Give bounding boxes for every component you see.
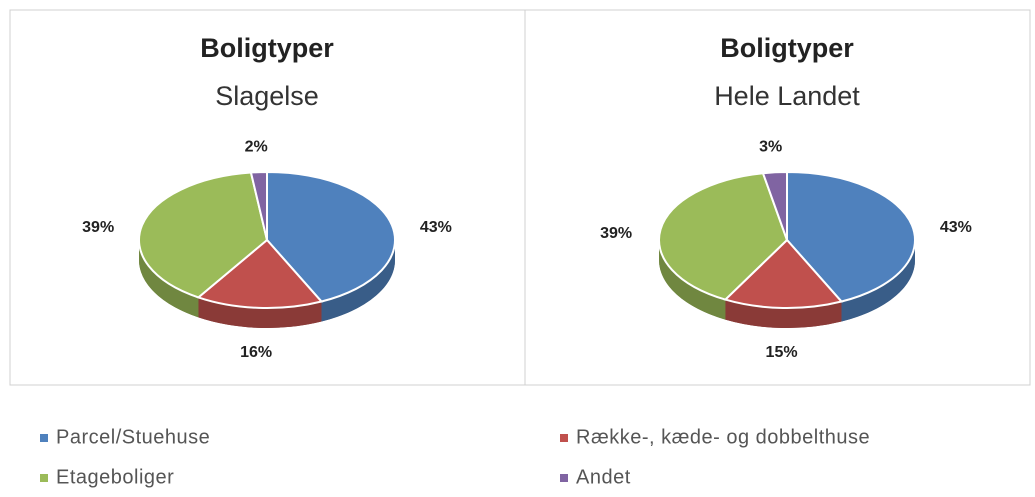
slice bbox=[196, 238, 324, 309]
slice bbox=[249, 170, 268, 241]
legend-swatch bbox=[40, 434, 48, 442]
legend-label: Etageboliger bbox=[56, 466, 174, 488]
frame bbox=[9, 9, 1031, 386]
data-label: 2% bbox=[245, 138, 268, 155]
legend-label: Andet bbox=[576, 466, 631, 488]
data-label: 43% bbox=[940, 219, 972, 236]
legend-label: Parcel/Stuehuse bbox=[56, 426, 210, 448]
chart-title: Boligtyper bbox=[720, 33, 854, 63]
slice bbox=[138, 171, 269, 299]
slice bbox=[266, 170, 396, 303]
slice-side bbox=[321, 240, 395, 322]
data-label: 15% bbox=[766, 344, 798, 361]
chart-subtitle: Hele Landet bbox=[714, 81, 860, 111]
chart-title: Boligtyper bbox=[200, 33, 334, 63]
data-label: 43% bbox=[420, 219, 452, 236]
slice-side bbox=[659, 240, 726, 320]
legend-swatch bbox=[560, 434, 568, 442]
slice bbox=[658, 172, 789, 301]
slice bbox=[786, 170, 916, 303]
slice-side bbox=[139, 240, 199, 318]
slice bbox=[723, 238, 844, 309]
legend-swatch bbox=[560, 474, 568, 482]
data-label: 16% bbox=[240, 344, 272, 361]
chart-subtitle: Slagelse bbox=[215, 81, 319, 111]
data-label: 39% bbox=[600, 225, 632, 242]
legend-swatch bbox=[40, 474, 48, 482]
legend-label: Række-, kæde- og dobbelthuse bbox=[576, 426, 870, 448]
slice bbox=[761, 170, 788, 241]
data-label: 3% bbox=[759, 139, 782, 156]
data-label: 39% bbox=[82, 219, 114, 236]
slice-side bbox=[841, 240, 915, 322]
